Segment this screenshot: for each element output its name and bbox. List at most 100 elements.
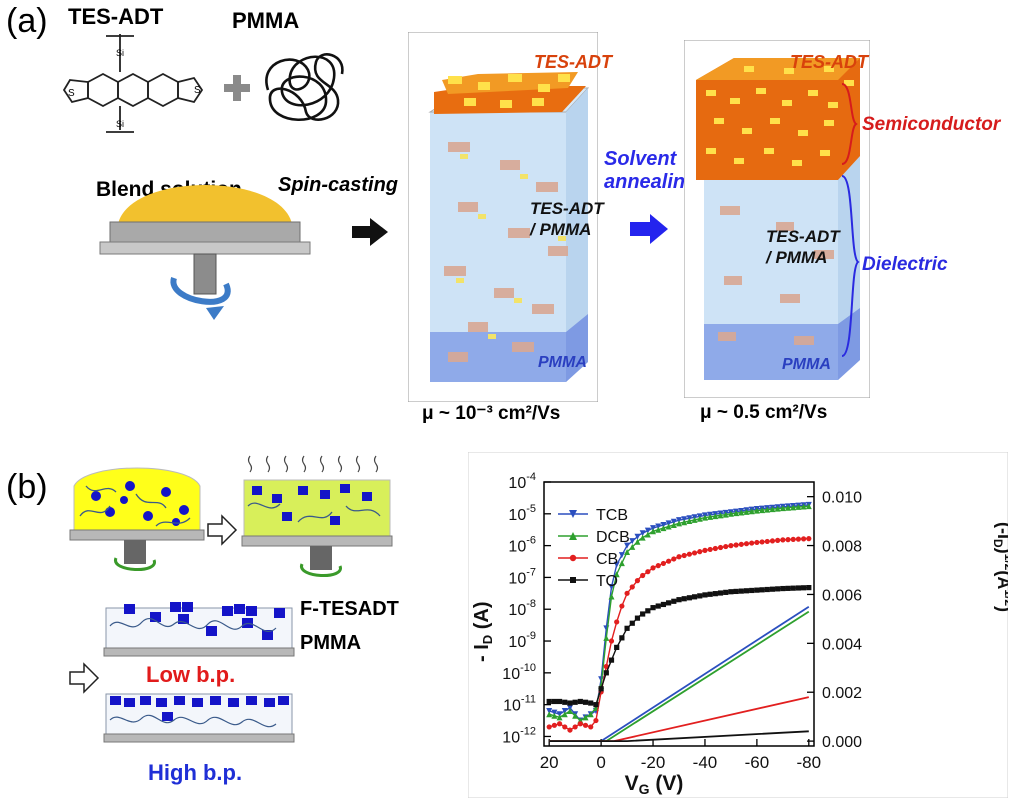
f-tesadt-label: F-TESADT xyxy=(300,598,399,620)
right-tick-label: 0.002 xyxy=(822,685,862,702)
marker-to xyxy=(567,700,573,706)
x-tick-label: -40 xyxy=(693,753,718,772)
marker-to xyxy=(743,588,750,594)
box1-middle-label: TES-ADT / PMMA xyxy=(530,198,604,240)
marker-cb xyxy=(556,721,563,727)
marker-dcb xyxy=(790,504,797,511)
marker-to xyxy=(577,698,583,705)
marker-to xyxy=(780,585,786,592)
marker-cb xyxy=(567,727,573,733)
marker-dcb xyxy=(691,516,698,523)
x-axis-label: VG (V) xyxy=(625,772,684,797)
marker-to xyxy=(666,600,672,606)
marker-dcb xyxy=(639,534,646,541)
solvent-annealing-label: Solvent annealing xyxy=(604,148,697,194)
polymer-label: PMMA xyxy=(232,8,300,33)
marker-dcb xyxy=(712,513,719,520)
high-bp-label: High b.p. xyxy=(148,760,243,785)
legend-label: CB xyxy=(596,551,618,568)
x-tick-label: -20 xyxy=(641,753,666,772)
film-box-annealed xyxy=(684,40,870,398)
svg-text:S: S xyxy=(194,85,201,96)
marker-cb xyxy=(650,565,656,571)
marker-cb xyxy=(681,552,687,559)
marker-to xyxy=(572,699,578,705)
marker-tcb xyxy=(644,527,651,534)
dispersed-crystallites xyxy=(444,142,568,362)
marker-to xyxy=(738,588,744,594)
marker-dcb xyxy=(743,508,750,515)
rotation-arrow-icon xyxy=(114,557,156,572)
pmma-layer-label: PMMA xyxy=(300,632,362,654)
marker-dcb xyxy=(551,712,558,719)
marker-cb xyxy=(614,619,620,625)
right-tick-label: 0.006 xyxy=(822,587,862,604)
marker-cb xyxy=(619,603,625,609)
marker-to xyxy=(723,589,729,595)
marker-to xyxy=(691,594,698,600)
marker-cb xyxy=(780,537,786,543)
box2-middle-label-line2: / PMMA xyxy=(766,248,828,267)
marker-dcb xyxy=(701,514,708,521)
droplet-molecules xyxy=(91,481,189,526)
marker-cb xyxy=(655,563,661,569)
marker-dcb xyxy=(587,711,594,718)
marker-cb xyxy=(749,540,755,546)
marker-to xyxy=(551,698,557,705)
semiconductor-label: Semiconductor xyxy=(862,114,1001,135)
marker-tcb xyxy=(551,709,558,716)
marker-dcb xyxy=(764,506,771,513)
box1-middle-label-line2: / PMMA xyxy=(530,220,592,239)
marker-to xyxy=(733,588,739,595)
marker-to xyxy=(676,597,682,603)
marker-tcb xyxy=(613,561,620,568)
marker-dcb xyxy=(676,520,682,527)
marker-tcb xyxy=(655,523,662,530)
marker-to xyxy=(717,590,724,596)
left-axis-label: - ID (A) xyxy=(471,602,495,663)
rotation-arrow-icon xyxy=(300,563,342,578)
molecule-label: TES-ADT xyxy=(68,4,164,29)
legend-marker xyxy=(570,577,576,583)
marker-dcb xyxy=(738,509,745,516)
box2-bottom-label: PMMA xyxy=(782,356,831,373)
marker-tcb xyxy=(665,520,672,527)
box1-middle-label-line1: TES-ADT xyxy=(530,199,604,218)
marker-dcb xyxy=(644,531,651,538)
marker-to xyxy=(655,603,661,609)
semiconductor-crystal-layer xyxy=(696,58,860,180)
legend-marker xyxy=(569,554,577,562)
solvent-annealing-arrow-icon xyxy=(630,214,668,244)
marker-cb xyxy=(723,543,729,550)
marker-dcb xyxy=(582,714,589,721)
marker-to xyxy=(785,585,791,591)
marker-dcb xyxy=(603,634,610,641)
marker-dcb xyxy=(608,593,615,600)
marker-dcb xyxy=(805,503,812,510)
marker-cb xyxy=(686,551,692,557)
x-axis-ticks: 20 0 -20 -40 -60 -80 xyxy=(540,739,821,772)
molecule-polymer-illustration: S S Si Si xyxy=(62,34,344,133)
marker-to xyxy=(801,585,807,591)
box1-mobility-label: μ ~ 10⁻³ cm²/Vs xyxy=(422,403,561,424)
marker-to xyxy=(614,644,620,650)
marker-cb xyxy=(645,569,651,575)
evaporation-vapor-icon xyxy=(247,455,379,473)
marker-tcb xyxy=(556,711,563,718)
marker-to xyxy=(645,608,651,614)
marker-cb xyxy=(572,724,578,730)
result-arrow-icon xyxy=(69,662,100,694)
marker-cb xyxy=(785,537,791,543)
marker-dcb xyxy=(774,505,781,512)
marker-tcb xyxy=(629,538,636,545)
marker-tcb xyxy=(561,708,568,715)
marker-to xyxy=(546,698,552,705)
marker-dcb xyxy=(572,712,579,719)
right-tick-label: 0.004 xyxy=(822,636,862,653)
marker-cb xyxy=(671,556,677,562)
marker-to xyxy=(619,635,625,641)
marker-dcb xyxy=(618,560,625,567)
marker-tcb xyxy=(546,708,553,715)
marker-dcb xyxy=(681,519,688,526)
marker-to xyxy=(588,700,594,706)
